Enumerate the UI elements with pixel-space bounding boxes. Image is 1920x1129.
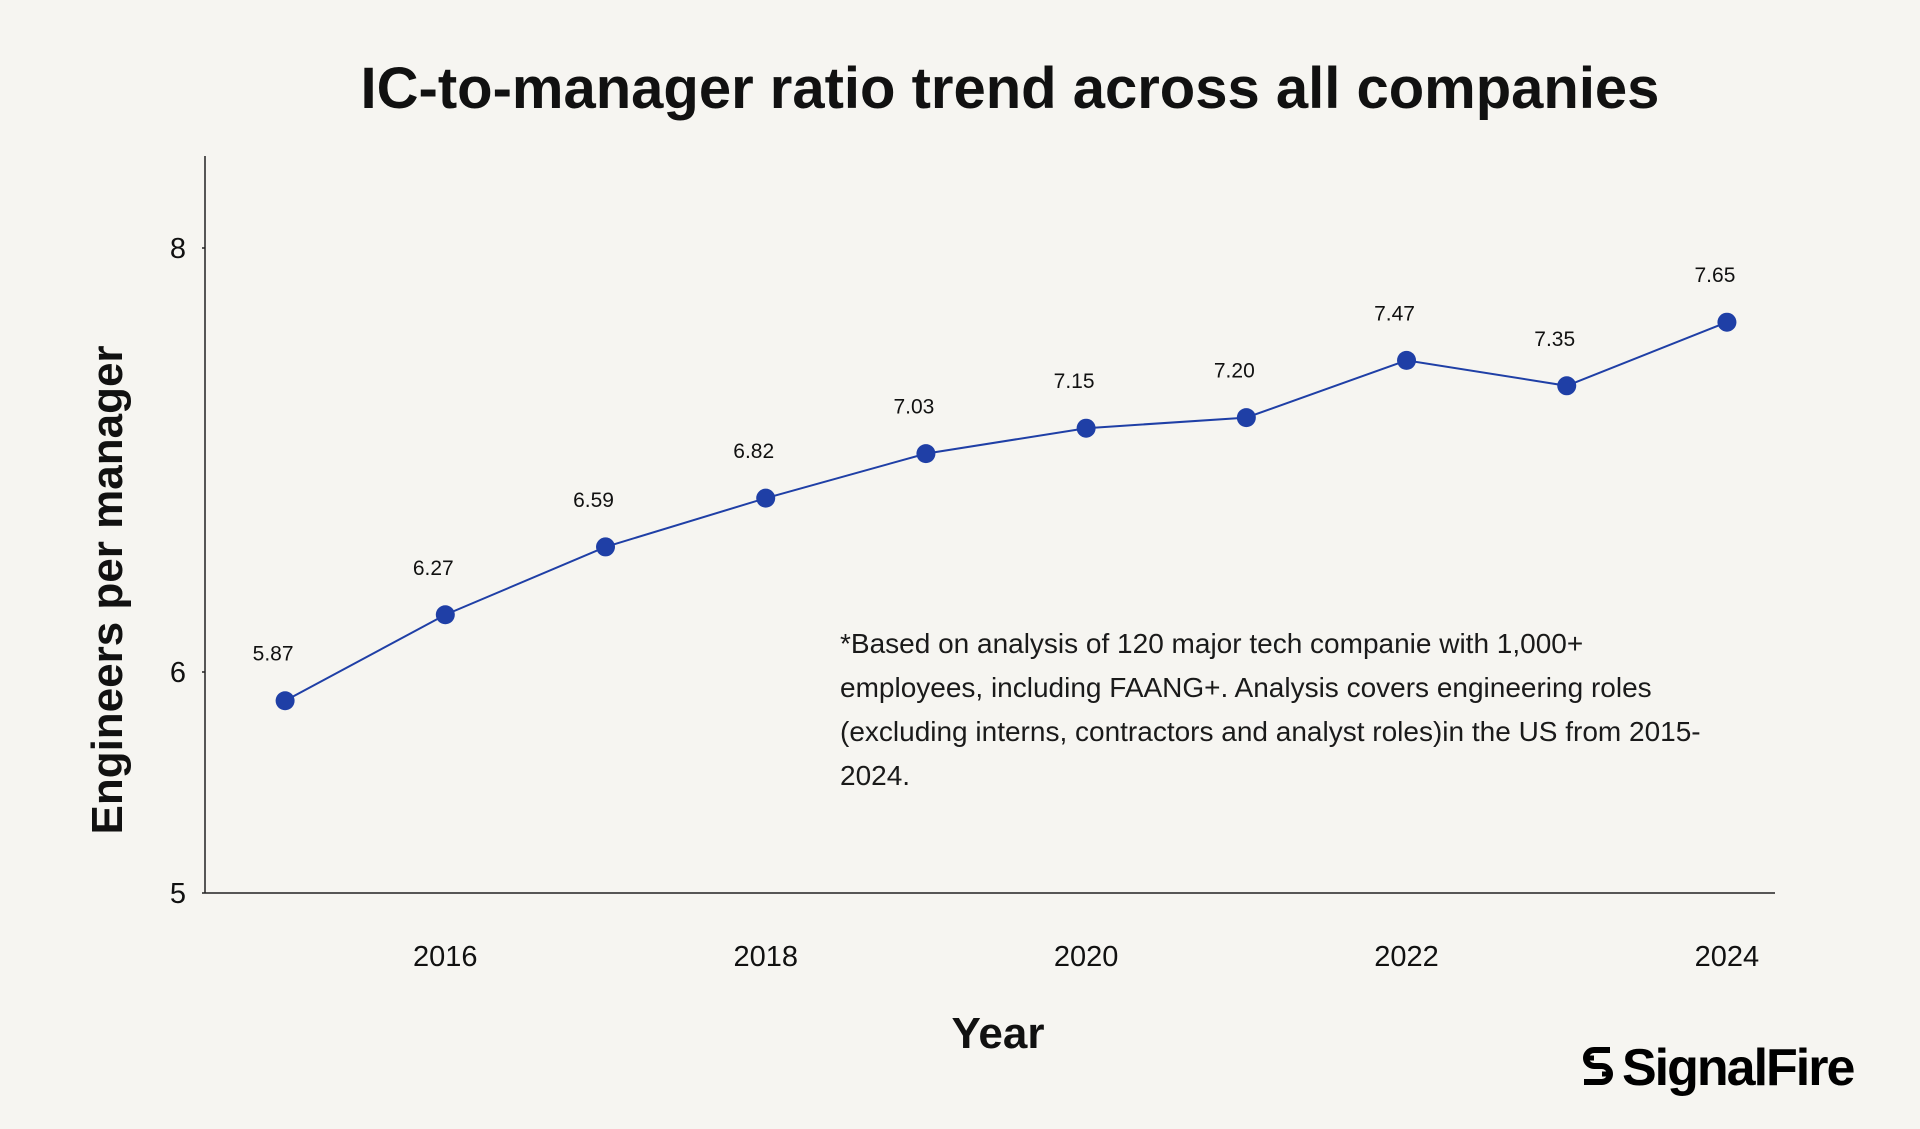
chart-title: IC-to-manager ratio trend across all com… xyxy=(361,56,1660,121)
data-label: 5.87 xyxy=(253,643,294,666)
x-axis-title: Year xyxy=(952,1009,1045,1058)
x-tick-label: 2022 xyxy=(1374,941,1439,973)
data-point xyxy=(1557,376,1577,396)
y-axis-title: Engineers per manager xyxy=(83,345,132,834)
data-label: 7.03 xyxy=(893,396,934,419)
chart-footnote: *Based on analysis of 120 major tech com… xyxy=(840,628,1701,791)
x-tick-label: 2020 xyxy=(1054,941,1119,973)
data-point xyxy=(596,537,616,557)
data-label: 7.35 xyxy=(1534,328,1575,351)
brand-logo: SignalFire xyxy=(1580,1039,1855,1097)
data-label: 7.20 xyxy=(1214,360,1255,383)
series-line xyxy=(284,321,1728,702)
data-label: 7.65 xyxy=(1695,264,1736,287)
y-tick-labels: 5 6 8 xyxy=(170,233,205,910)
data-label: 7.15 xyxy=(1054,370,1095,393)
x-tick-label: 2016 xyxy=(413,941,478,973)
data-point xyxy=(916,444,936,464)
x-tick-labels: 2016 2018 2020 2022 2024 xyxy=(413,941,1759,973)
data-point xyxy=(1076,418,1096,438)
series-layer: 5.87 6.27 6.59 6.82 7.03 7.15 7.20 7.47 7.35 7.65 xyxy=(253,264,1737,711)
data-label: 6.27 xyxy=(413,557,454,580)
y-tick-label: 5 xyxy=(170,878,186,910)
y-tick-label: 8 xyxy=(170,233,186,265)
data-label: 7.47 xyxy=(1374,302,1415,325)
data-point xyxy=(435,605,455,625)
data-point xyxy=(756,488,776,508)
data-point xyxy=(275,691,295,711)
data-label: 6.82 xyxy=(733,440,774,463)
data-point xyxy=(1397,350,1417,370)
x-tick-label: 2018 xyxy=(733,941,798,973)
signalfire-mark-icon xyxy=(1583,1047,1613,1085)
data-label: 6.59 xyxy=(573,489,614,512)
data-point xyxy=(1717,312,1737,332)
x-tick-label: 2024 xyxy=(1695,941,1760,973)
y-tick-label: 6 xyxy=(170,657,186,689)
data-point xyxy=(1236,408,1256,428)
brand-logo-text: SignalFire xyxy=(1622,1039,1855,1097)
